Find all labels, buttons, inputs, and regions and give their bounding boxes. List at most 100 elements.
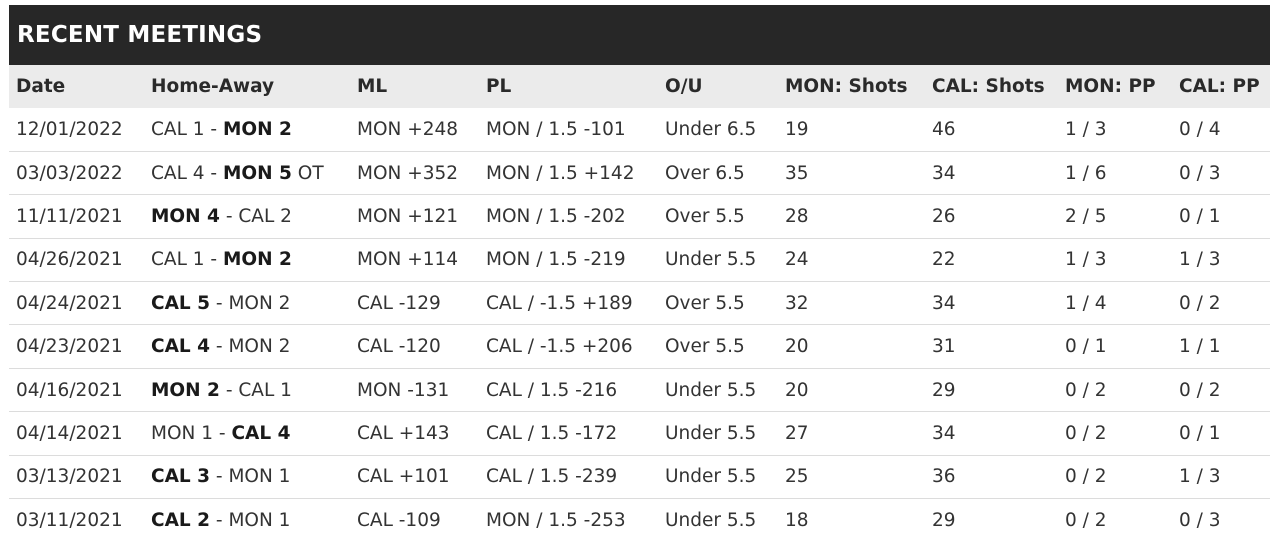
cell-mon-pp: 1 / 3 [1065,118,1107,140]
cell-ml: CAL +143 [357,422,450,444]
away-team-score: MON 5 [222,162,292,184]
home-team-score: MON 2 [151,379,220,401]
cell-cal-pp: 1 / 3 [1179,249,1221,271]
overtime-marker: OT [297,162,324,184]
cell-ou: Under 5.5 [665,422,757,444]
column-header-cal-pp[interactable]: CAL: PP [1179,76,1260,97]
cell-cal-shots: 22 [932,249,956,271]
cell-cal-shots: 29 [932,379,956,401]
cell-ou: Under 5.5 [665,379,757,401]
cell-ou: Under 5.5 [665,466,757,488]
cell-mon-shots: 19 [785,118,809,140]
column-header-pl[interactable]: PL [486,76,512,97]
cell-home-away: CAL 5 - MON 2 [151,292,291,314]
cell-ml: MON +121 [357,205,459,227]
away-team-score: MON 2 [228,336,291,358]
cell-mon-shots: 25 [785,466,809,488]
cell-home-away: CAL 2 - MON 1 [151,509,291,531]
away-team-score: CAL 1 [238,379,292,401]
cell-home-away: CAL 3 - MON 1 [151,466,291,488]
cell-cal-pp: 0 / 2 [1179,292,1221,314]
cell-mon-pp: 0 / 2 [1065,422,1107,444]
cell-cal-pp: 0 / 1 [1179,205,1221,227]
cell-date: 04/14/2021 [16,422,123,444]
cell-mon-shots: 32 [785,292,809,314]
table-row: 03/13/2021 CAL 3 - MON 1 CAL +101 CAL / 1.5… [9,455,1270,499]
cell-ou: Under 6.5 [665,118,757,140]
away-team-score: CAL 2 [238,205,292,227]
cell-home-away: CAL 4 - MON 2 [151,336,291,358]
cell-mon-shots: 35 [785,162,809,184]
cell-ml: CAL -129 [357,292,441,314]
cell-pl: MON / 1.5 +142 [486,162,635,184]
cell-mon-pp: 0 / 1 [1065,336,1107,358]
table-row: 04/26/2021 CAL 1 - MON 2 MON +114 MON / 1.5… [9,238,1270,282]
cell-pl: CAL / 1.5 -239 [486,466,618,488]
cell-cal-shots: 29 [932,509,956,531]
table-row: 03/03/2022 CAL 4 - MON 5 OT MON +352 MON / … [9,151,1270,195]
cell-ou: Over 5.5 [665,292,745,314]
home-team-score: CAL 4 [151,336,210,358]
cell-cal-shots: 46 [932,118,956,140]
table-row: 03/11/2021 CAL 2 - MON 1 CAL -109 MON / 1.5… [9,499,1270,542]
column-header-mon-shots[interactable]: MON: Shots [785,76,908,97]
cell-date: 04/16/2021 [16,379,123,401]
cell-date: 04/23/2021 [16,336,123,358]
table-row: 04/24/2021 CAL 5 - MON 2 CAL -129 CAL / -1.… [9,282,1270,325]
cell-home-away: CAL 1 - MON 2 [151,249,292,271]
cell-cal-shots: 34 [932,292,956,314]
cell-cal-shots: 34 [932,422,956,444]
cell-cal-pp: 1 / 3 [1179,466,1221,488]
cell-cal-pp: 0 / 3 [1179,509,1221,531]
cell-mon-pp: 0 / 2 [1065,466,1107,488]
column-header-home-away[interactable]: Home-Away [151,76,275,97]
table-row: 04/23/2021 CAL 4 - MON 2 CAL -120 CAL / -1.… [9,325,1270,369]
table-row: 04/16/2021 MON 2 - CAL 1 MON -131 CAL / 1.5… [9,368,1270,412]
home-team-score: CAL 1 [151,118,205,140]
cell-cal-shots: 31 [932,336,956,358]
cell-date: 12/01/2022 [16,118,123,140]
away-team-score: CAL 4 [231,422,291,444]
cell-home-away: CAL 4 - MON 5 OT [151,162,324,184]
cell-mon-pp: 0 / 2 [1065,509,1107,531]
cell-home-away: MON 1 - CAL 4 [151,422,291,444]
panel-title: RECENT MEETINGS [17,22,263,48]
cell-pl: CAL / -1.5 +189 [486,292,633,314]
cell-ou: Over 5.5 [665,205,745,227]
table-row: 12/01/2022 CAL 1 - MON 2 MON +248 MON / 1.5… [9,108,1270,152]
column-header-ou[interactable]: O/U [665,76,703,97]
cell-mon-shots: 20 [785,379,809,401]
cell-cal-shots: 36 [932,466,956,488]
column-header-cal-shots[interactable]: CAL: Shots [932,76,1045,97]
away-team-score: MON 2 [222,249,292,271]
cell-mon-shots: 18 [785,509,809,531]
cell-cal-shots: 34 [932,162,956,184]
table-row: 11/11/2021 MON 4 - CAL 2 MON +121 MON / 1.5… [9,195,1270,239]
cell-mon-shots: 27 [785,422,809,444]
cell-date: 03/13/2021 [16,466,123,488]
table-row: 04/14/2021 MON 1 - CAL 4 CAL +143 CAL / 1.5… [9,412,1270,456]
cell-pl: MON / 1.5 -219 [486,249,626,271]
home-team-score: MON 1 [151,422,214,444]
panel-header: RECENT MEETINGS [9,5,1270,65]
cell-date: 04/26/2021 [16,249,123,271]
cell-ou: Under 5.5 [665,509,757,531]
cell-cal-pp: 1 / 1 [1179,336,1221,358]
home-team-score: MON 4 [151,205,220,227]
cell-cal-pp: 0 / 4 [1179,118,1221,140]
cell-pl: CAL / -1.5 +206 [486,336,633,358]
home-team-score: CAL 4 [151,162,205,184]
cell-mon-pp: 0 / 2 [1065,379,1107,401]
cell-mon-pp: 1 / 4 [1065,292,1107,314]
cell-mon-pp: 2 / 5 [1065,205,1107,227]
away-team-score: MON 2 [222,118,292,140]
cell-pl: CAL / 1.5 -172 [486,422,618,444]
cell-cal-shots: 26 [932,205,956,227]
cell-ou: Under 5.5 [665,249,757,271]
column-header-ml[interactable]: ML [357,76,388,97]
cell-pl: MON / 1.5 -202 [486,205,626,227]
column-header-mon-pp[interactable]: MON: PP [1065,76,1156,97]
cell-ml: CAL -109 [357,509,441,531]
cell-date: 04/24/2021 [16,292,123,314]
column-header-date[interactable]: Date [16,76,66,97]
